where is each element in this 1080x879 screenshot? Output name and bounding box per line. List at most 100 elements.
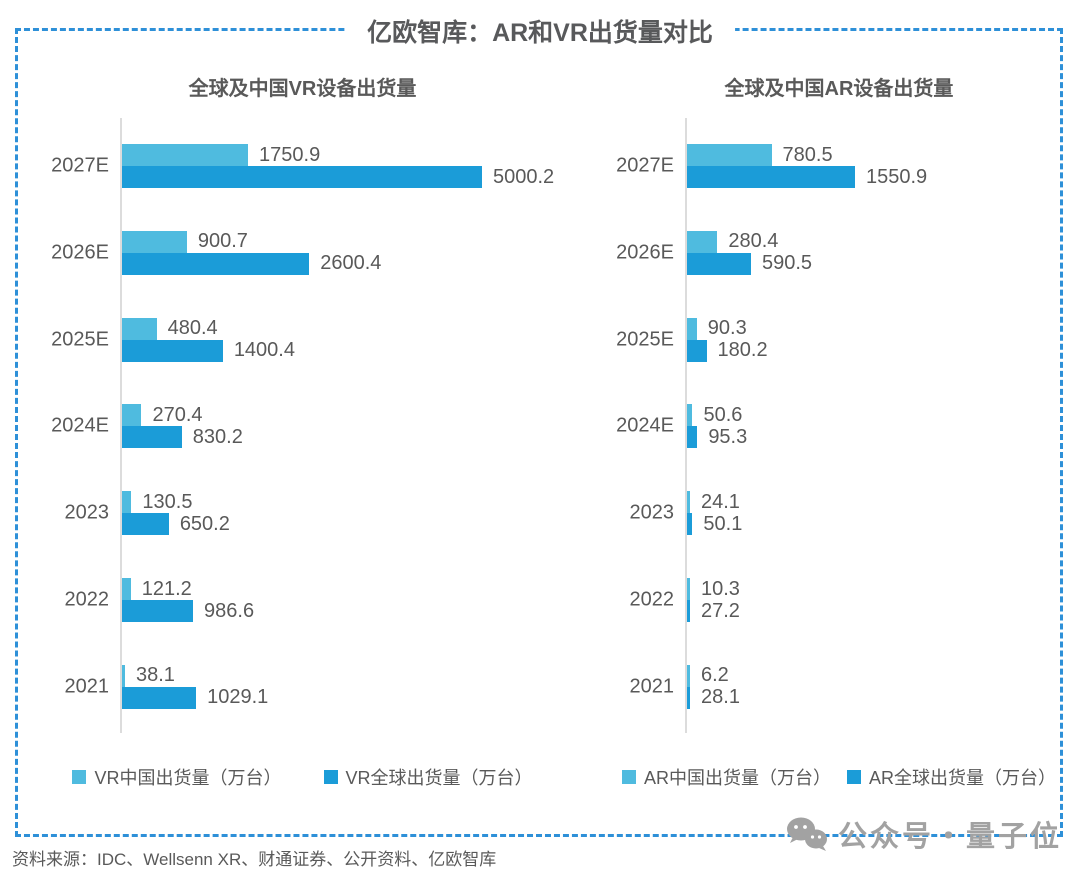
bar-group-2024E: 2024E 50.6 95.3 — [616, 404, 1063, 449]
value-label: 10.3 — [701, 577, 740, 600]
bar-china-2027E — [122, 144, 249, 166]
bar-global-2027E — [687, 166, 855, 188]
bar-line: 2600.4 — [122, 252, 575, 275]
bar-global-2024E — [122, 426, 182, 449]
bar-china-2021 — [122, 664, 125, 687]
bar-pair: 270.4 830.2 — [122, 403, 575, 449]
page-title: 亿欧智库：AR和VR出货量对比 — [345, 13, 735, 49]
value-label: 1400.4 — [233, 339, 295, 362]
bar-pair: 780.5 1550.9 — [687, 144, 1063, 188]
bar-line: 480.4 — [122, 317, 575, 340]
category-label: 2021 — [629, 675, 675, 698]
bar-group-2021: 2021 6.2 28.1 — [630, 664, 1063, 709]
bar-china-2026E — [122, 230, 187, 253]
bar-china-2024E — [687, 404, 693, 427]
bar-line: 986.6 — [122, 600, 575, 623]
category-label: 2024E — [616, 414, 674, 437]
vr-plot-area: 2027E 1750.9 5000.2 2026E 900.7 2600.4 2025E 48… — [51, 118, 575, 733]
bar-line: 50.6 — [687, 404, 1063, 427]
watermark: 公众号・量子位 — [785, 813, 1062, 855]
category-label: 2023 — [64, 501, 110, 524]
bar-china-2024E — [122, 404, 142, 427]
bar-line: 280.4 — [687, 230, 1063, 253]
category-label: 2022 — [629, 588, 675, 611]
source-note: 资料来源：IDC、Wellsenn XR、财通证券、公开资料、亿欧智库 — [12, 850, 497, 869]
bar-global-2022 — [122, 600, 194, 623]
bar-pair: 130.5 650.2 — [122, 490, 575, 536]
bar-group-2024E: 2024E 270.4 830.2 — [51, 403, 575, 449]
bar-line: 1029.1 — [122, 686, 575, 709]
vr-chart: 全球及中国VR设备出货量 2027E 1750.9 5000.2 2026E 900.7… — [30, 75, 575, 790]
value-label: 180.2 — [717, 339, 768, 362]
category-label: 2022 — [64, 588, 110, 611]
value-label: 5000.2 — [493, 165, 555, 188]
category-label: 2024E — [51, 414, 109, 437]
bar-pair: 38.1 1029.1 — [122, 664, 575, 709]
bar-pair: 121.2 986.6 — [122, 577, 575, 623]
value-label: 650.2 — [179, 512, 230, 535]
value-label: 95.3 — [708, 425, 748, 448]
bar-global-2026E — [687, 252, 751, 275]
value-label: 28.1 — [701, 686, 740, 709]
bar-china-2027E — [687, 144, 772, 166]
bar-line: 1750.9 — [122, 144, 575, 166]
value-label: 280.4 — [728, 230, 779, 253]
value-label: 90.3 — [707, 317, 747, 340]
bar-group-2027E: 2027E 1750.9 5000.2 — [51, 144, 575, 188]
category-label: 2027E — [51, 154, 109, 177]
bar-pair: 50.6 95.3 — [687, 404, 1063, 449]
bar-global-2024E — [687, 426, 698, 449]
bar-line: 180.2 — [687, 339, 1063, 362]
legend-swatch-global-icon — [323, 770, 338, 784]
bar-pair: 1750.9 5000.2 — [122, 144, 575, 188]
value-label: 480.4 — [167, 317, 218, 340]
bar-line: 590.5 — [687, 252, 1063, 275]
legend-item-vr-china: VR中国出货量（万台） — [72, 764, 282, 790]
value-label: 830.2 — [192, 425, 243, 448]
value-label: 121.2 — [141, 577, 192, 600]
bar-group-2023: 2023 130.5 650.2 — [65, 490, 575, 536]
bar-pair: 480.4 1400.4 — [122, 317, 575, 362]
category-label: 2023 — [629, 501, 675, 524]
value-label: 270.4 — [152, 403, 203, 426]
value-label: 1550.9 — [866, 165, 928, 188]
value-label: 2600.4 — [320, 252, 382, 275]
bar-line: 95.3 — [687, 425, 1063, 449]
value-label: 27.2 — [701, 599, 740, 622]
legend-item-vr-global: VR全球出货量（万台） — [323, 764, 533, 790]
category-label: 2021 — [64, 675, 110, 698]
value-label: 6.2 — [701, 664, 729, 687]
value-label: 900.7 — [197, 230, 248, 253]
bar-line: 121.2 — [122, 577, 575, 601]
bar-china-2023 — [687, 491, 690, 514]
bar-line: 38.1 — [122, 664, 575, 687]
value-label: 590.5 — [761, 252, 813, 275]
wechat-icon — [786, 817, 827, 851]
category-label: 2025E — [51, 328, 109, 351]
legend-swatch-global-icon — [847, 770, 861, 784]
value-label: 130.5 — [142, 490, 193, 513]
bar-pair: 6.2 28.1 — [687, 664, 1063, 709]
bar-line: 10.3 — [687, 577, 1063, 601]
value-label: 38.1 — [136, 664, 175, 687]
ar-legend: AR中国出货量（万台） AR全球出货量（万台） — [615, 764, 1063, 790]
watermark-text: 公众号・量子位 — [837, 821, 1062, 853]
legend-swatch-china-icon — [621, 770, 636, 784]
bar-group-2025E: 2025E 90.3 180.2 — [616, 317, 1063, 362]
bar-group-2022: 2022 121.2 986.6 — [65, 577, 575, 623]
value-label: 50.1 — [703, 512, 743, 535]
bar-global-2025E — [122, 339, 223, 362]
bar-china-2022 — [122, 578, 131, 601]
legend-label: VR中国出货量（万台） — [94, 768, 282, 788]
value-label: 780.5 — [782, 143, 833, 166]
bar-china-2025E — [122, 317, 157, 340]
bar-pair: 10.3 27.2 — [687, 577, 1063, 623]
bar-group-2022: 2022 10.3 27.2 — [630, 577, 1063, 623]
bar-pair: 90.3 180.2 — [687, 317, 1063, 362]
bar-china-2022 — [687, 578, 690, 601]
bar-group-2023: 2023 24.1 50.1 — [630, 491, 1063, 536]
bar-global-2023 — [122, 513, 169, 536]
bar-line: 5000.2 — [122, 166, 575, 188]
bar-global-2021 — [122, 686, 197, 709]
